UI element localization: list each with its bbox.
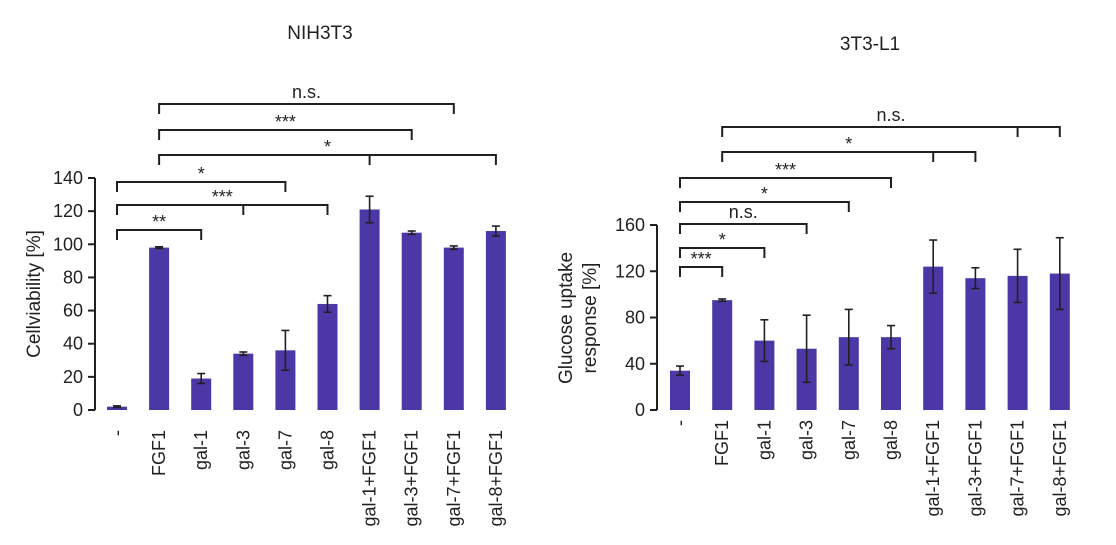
y-tick-label: 20 bbox=[63, 367, 83, 387]
bar bbox=[838, 337, 859, 410]
x-tick-label: gal-3+FGF1 bbox=[402, 430, 422, 527]
x-tick-label: gal-3+FGF1 bbox=[965, 420, 985, 517]
x-tick-label: gal-1 bbox=[754, 420, 774, 460]
x-tick-label: gal-8+FGF1 bbox=[486, 430, 506, 527]
x-tick-label: gal-1 bbox=[191, 430, 211, 470]
x-tick-label: gal-1+FGF1 bbox=[360, 430, 380, 527]
significance-bracket bbox=[158, 103, 455, 114]
y-tick-label: 80 bbox=[625, 308, 645, 328]
y-tick-label: 160 bbox=[615, 215, 645, 235]
x-tick-label: gal-8 bbox=[881, 420, 901, 460]
significance-bracket bbox=[116, 204, 329, 215]
x-tick-label: FGF1 bbox=[149, 430, 169, 476]
significance-label: n.s. bbox=[292, 82, 321, 102]
significance-label: * bbox=[845, 134, 852, 154]
x-tick-label: gal-8+FGF1 bbox=[1050, 420, 1070, 517]
significance-label: *** bbox=[691, 249, 712, 269]
significance-label: *** bbox=[212, 187, 233, 207]
y-tick-label: 0 bbox=[635, 400, 645, 420]
significance-bracket bbox=[158, 154, 497, 165]
chart-title: 3T3-L1 bbox=[840, 34, 900, 55]
x-tick-label: - bbox=[670, 420, 690, 426]
y-axis-label: response [%] bbox=[580, 263, 601, 374]
bar bbox=[712, 300, 733, 410]
significance-bracket bbox=[158, 129, 413, 140]
x-tick-label: gal-3 bbox=[233, 430, 253, 470]
y-tick-label: 120 bbox=[615, 261, 645, 281]
bar bbox=[670, 370, 690, 410]
significance-bracket bbox=[679, 247, 766, 258]
bar bbox=[965, 278, 986, 410]
y-axis-label: Cellviability [%] bbox=[24, 230, 45, 358]
y-axis-label: Glucose uptake bbox=[556, 252, 577, 384]
significance-label: * bbox=[761, 184, 768, 204]
bar bbox=[401, 232, 422, 410]
y-tick-label: 120 bbox=[53, 201, 83, 221]
y-tick-label: 40 bbox=[63, 334, 83, 354]
bar bbox=[881, 337, 901, 410]
significance-label: ** bbox=[152, 212, 166, 232]
bar bbox=[191, 378, 212, 410]
y-tick-label: 0 bbox=[73, 400, 83, 420]
bar bbox=[923, 266, 944, 410]
x-tick-label: gal-7 bbox=[839, 420, 859, 460]
y-tick-label: 80 bbox=[63, 267, 83, 287]
chart-3t3l1: 3T3-L1 0 40 80 120 160 Glucose uptake response… bbox=[556, 34, 1070, 517]
bar bbox=[317, 303, 338, 410]
bar bbox=[275, 350, 296, 410]
bar bbox=[485, 231, 506, 410]
significance-bracket bbox=[679, 266, 724, 277]
significance-label: n.s. bbox=[876, 105, 905, 125]
significance-label: n.s. bbox=[729, 202, 758, 222]
x-tick-label: gal-7+FGF1 bbox=[1008, 420, 1028, 517]
significance-label: *** bbox=[775, 160, 796, 180]
significance-label: * bbox=[198, 164, 205, 184]
bar bbox=[149, 247, 170, 410]
x-tick-label: gal-8 bbox=[318, 430, 338, 470]
significance-label: * bbox=[324, 137, 331, 157]
x-tick-label: FGF1 bbox=[712, 420, 732, 466]
y-tick-label: 60 bbox=[63, 301, 83, 321]
significance-bracket bbox=[116, 229, 203, 240]
bar bbox=[1007, 275, 1028, 410]
x-tick-label: gal-7+FGF1 bbox=[444, 430, 464, 527]
y-tick-label: 40 bbox=[625, 354, 645, 374]
x-tick-label: - bbox=[107, 430, 127, 436]
y-tick-label: 100 bbox=[53, 234, 83, 254]
bar bbox=[233, 353, 254, 410]
significance-bracket bbox=[116, 181, 287, 192]
bar bbox=[107, 406, 127, 410]
significance-bracket bbox=[679, 201, 850, 212]
significance-bracket bbox=[721, 126, 1061, 137]
significance-bracket bbox=[679, 223, 808, 234]
significance-label: *** bbox=[275, 112, 296, 132]
y-tick-label: 140 bbox=[53, 168, 83, 188]
significance-bracket bbox=[679, 177, 892, 188]
bar bbox=[443, 247, 464, 410]
bar bbox=[754, 340, 775, 410]
chart-nih3t3: NIH3T3 0 20 40 60 80 100 120 140 Cellviability [… bbox=[24, 23, 506, 527]
x-tick-label: gal-7 bbox=[275, 430, 295, 470]
x-tick-label: gal-3 bbox=[797, 420, 817, 460]
chart-title: NIH3T3 bbox=[287, 23, 352, 44]
bar bbox=[359, 209, 380, 410]
significance-bracket bbox=[721, 151, 977, 162]
significance-label: * bbox=[719, 230, 726, 250]
bar bbox=[1049, 273, 1070, 410]
x-tick-label: gal-1+FGF1 bbox=[923, 420, 943, 517]
